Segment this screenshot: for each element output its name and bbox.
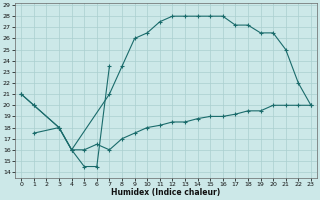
X-axis label: Humidex (Indice chaleur): Humidex (Indice chaleur) [111,188,221,197]
